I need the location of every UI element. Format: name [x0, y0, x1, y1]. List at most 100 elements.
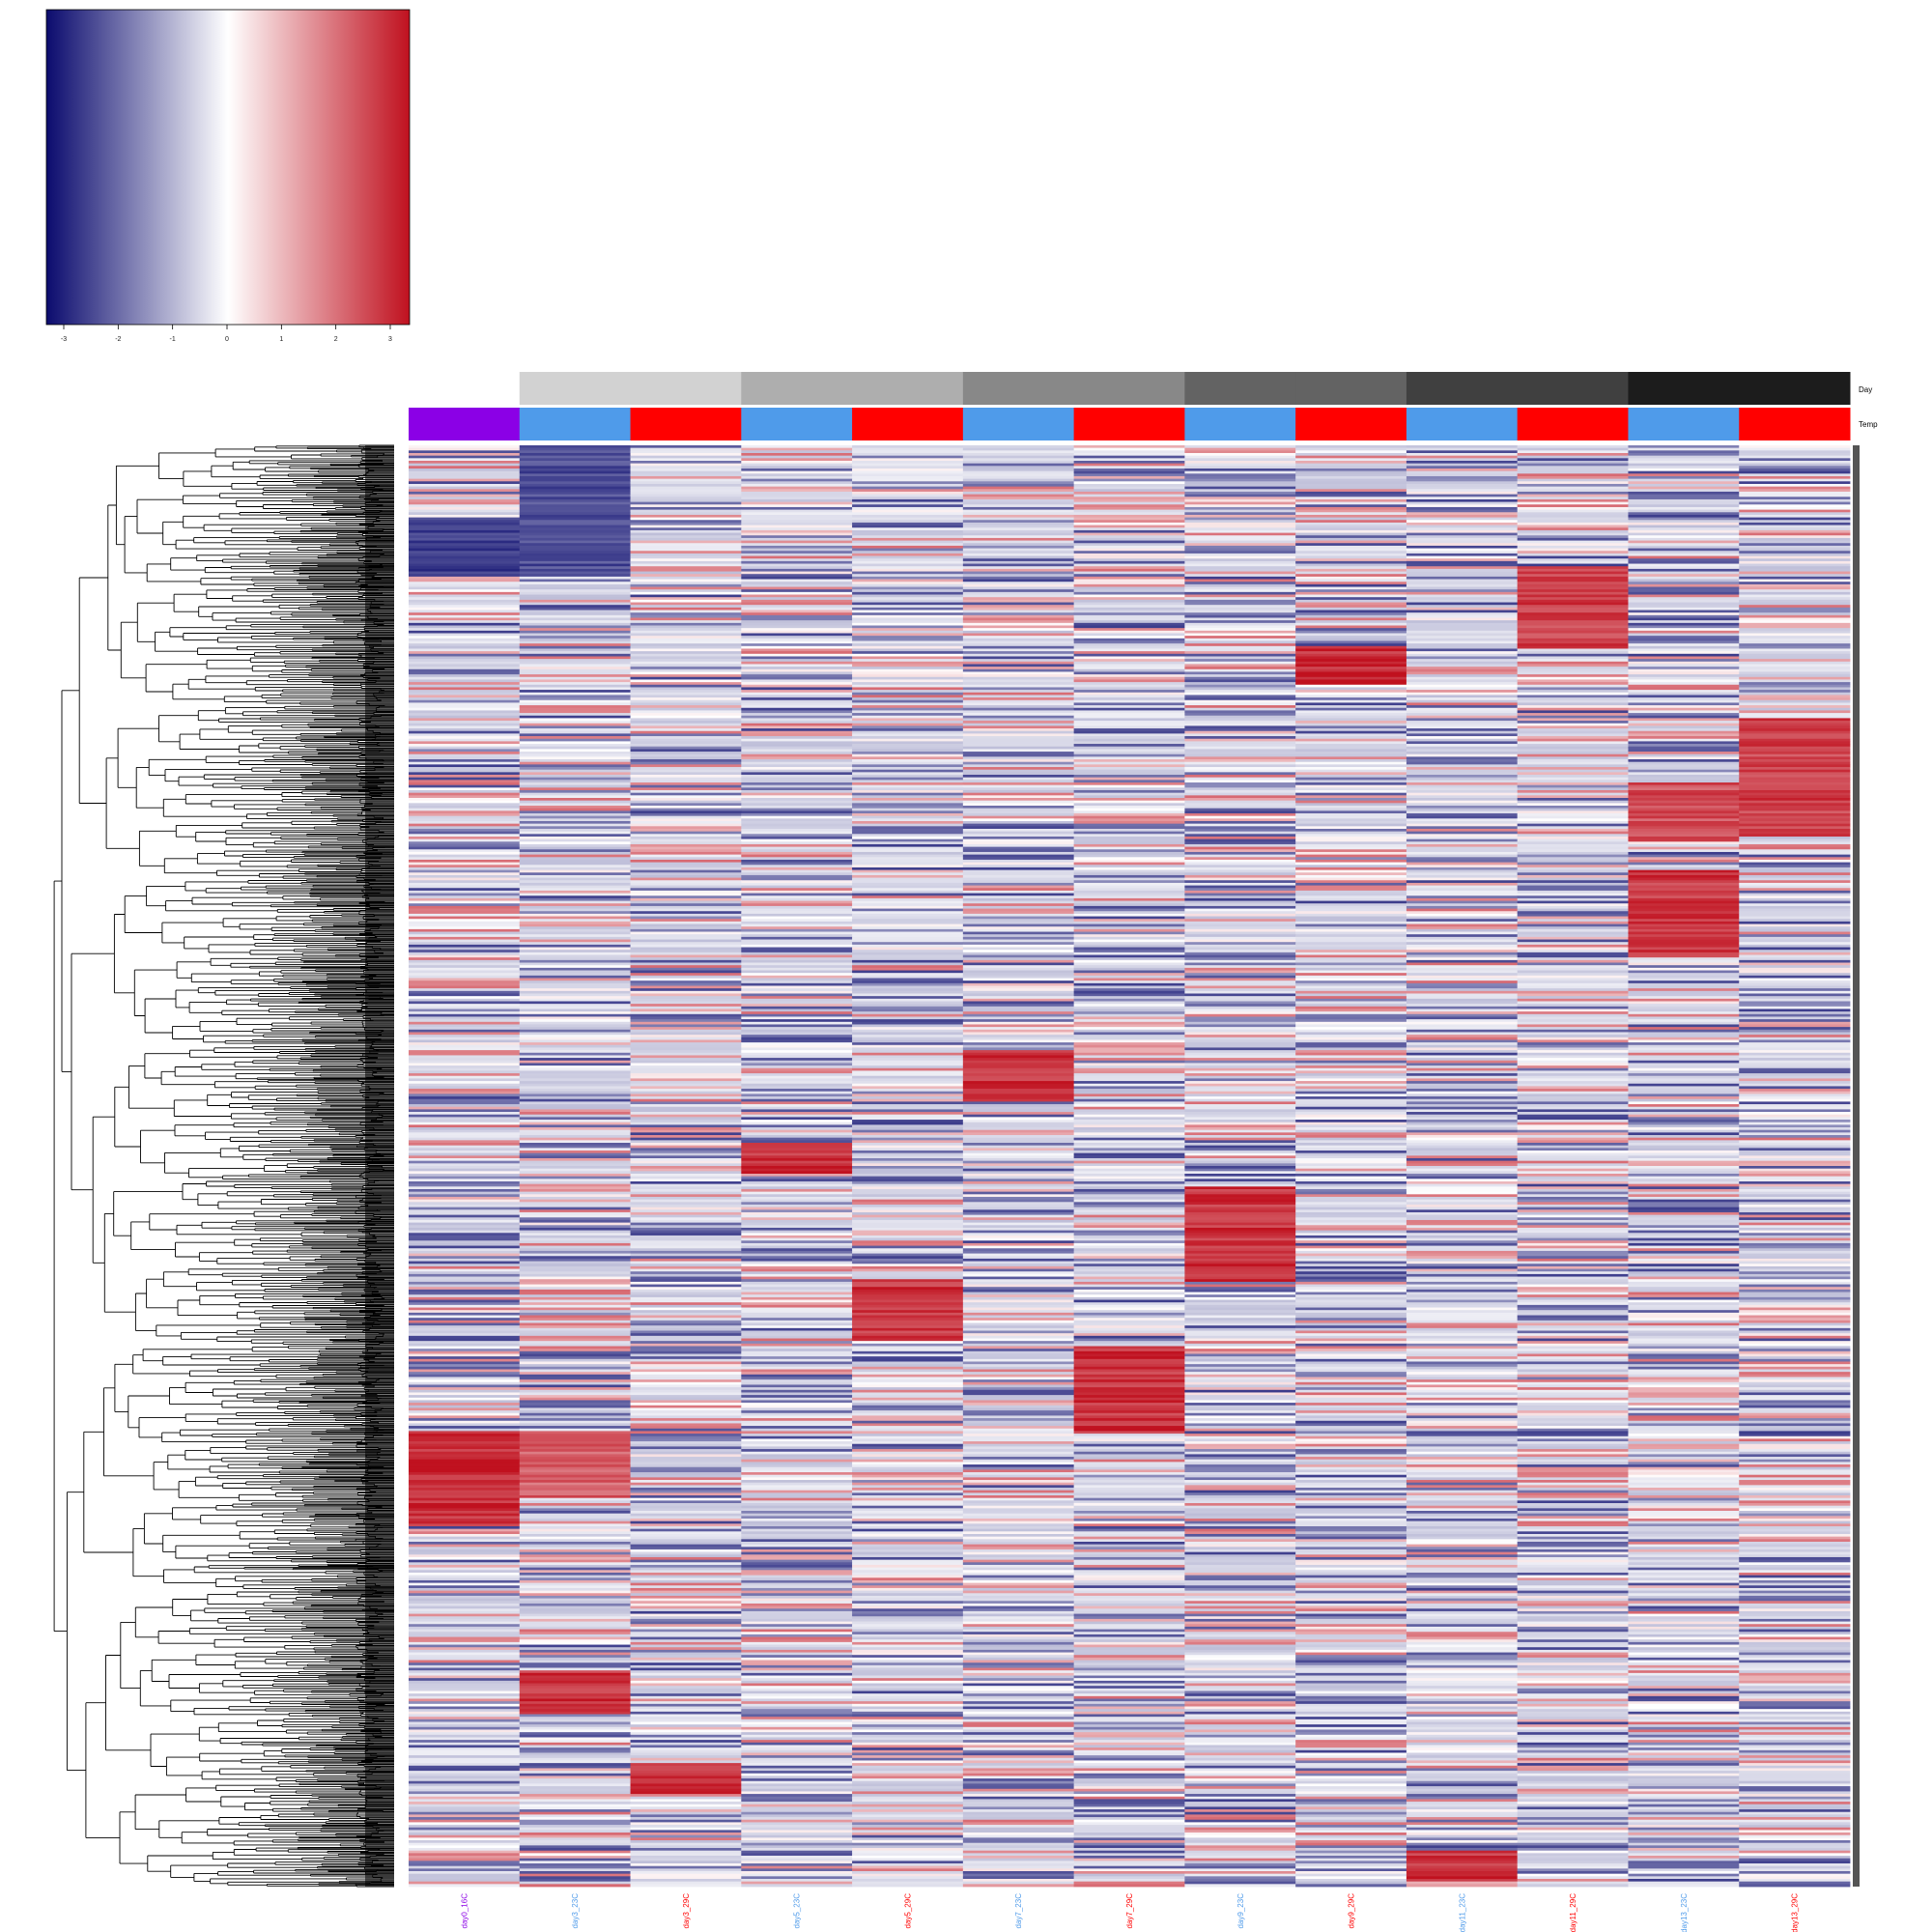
heatmap-cell: [852, 1296, 964, 1300]
heatmap-cell: [1628, 1377, 1740, 1380]
heatmap-cell: [409, 777, 521, 781]
heatmap-cell: [409, 874, 521, 878]
heatmap-cell: [630, 897, 742, 901]
heatmap-cell: [519, 973, 631, 977]
heatmap-cell: [962, 730, 1075, 734]
heatmap-cell: [630, 699, 742, 703]
heatmap-cell: [409, 1011, 521, 1015]
heatmap-cell: [1295, 857, 1407, 861]
heatmap-cell: [741, 1180, 853, 1185]
temp-annotation-name: Temp: [1859, 420, 1878, 429]
heatmap-cell: [630, 998, 742, 1002]
heatmap-cell: [1073, 936, 1185, 940]
heatmap-cell: [1073, 594, 1185, 598]
heatmap-cell: [741, 494, 853, 497]
heatmap-cell: [630, 923, 742, 927]
heatmap-cell: [1295, 514, 1407, 518]
heatmap-cell: [852, 1058, 964, 1062]
heatmap-cell: [1073, 1180, 1185, 1185]
heatmap-cell: [1184, 1004, 1296, 1008]
heatmap-cell: [409, 744, 521, 748]
heatmap-cell: [519, 674, 631, 678]
heatmap-cell: [852, 928, 964, 932]
heatmap-cell: [519, 753, 631, 757]
heatmap-cell: [852, 818, 964, 822]
heatmap-cell: [519, 928, 631, 932]
day-annotation-cell: [1184, 372, 1296, 405]
heatmap-cell: [1517, 509, 1629, 513]
heatmap-cell: [1073, 545, 1185, 549]
heatmap-cell: [409, 882, 521, 886]
heatmap-cell: [1184, 1096, 1296, 1100]
heatmap-cell: [1628, 1173, 1740, 1178]
heatmap-cell: [1184, 574, 1296, 578]
heatmap-cell: [741, 504, 853, 508]
heatmap-cell: [1739, 1112, 1851, 1116]
heatmap-cell: [1406, 1361, 1519, 1365]
heatmap-cell: [409, 764, 521, 768]
heatmap-cell: [962, 460, 1075, 465]
heatmap-cell: [1406, 1037, 1519, 1040]
heatmap-cell: [741, 1361, 853, 1365]
heatmap-cell: [630, 1160, 742, 1164]
heatmap-cell: [1739, 1194, 1851, 1198]
heatmap-cell: [519, 1287, 631, 1291]
heatmap-cell: [1295, 872, 1407, 876]
heatmap-cell: [1406, 820, 1519, 825]
heatmap-cell: [741, 1204, 853, 1208]
heatmap-cell: [852, 908, 964, 912]
heatmap-cell: [1739, 1353, 1851, 1357]
heatmap-cell: [1406, 1120, 1519, 1123]
heatmap-cell: [962, 661, 1075, 665]
heatmap-cell: [741, 1245, 853, 1249]
heatmap-cell: [962, 1070, 1075, 1074]
heatmap-cell: [519, 568, 631, 572]
heatmap-cell: [1406, 1168, 1519, 1172]
heatmap-cell: [409, 630, 521, 634]
heatmap-cell: [409, 628, 521, 632]
heatmap-cell: [409, 1160, 521, 1164]
heatmap-cell: [1739, 1407, 1851, 1411]
heatmap-cell: [409, 826, 521, 830]
heatmap-cell: [962, 944, 1075, 948]
heatmap-cell: [1406, 497, 1519, 500]
heatmap-cell: [852, 648, 964, 652]
heatmap-cell: [409, 1420, 521, 1424]
heatmap-cell: [1628, 803, 1740, 807]
heatmap-cell: [1295, 1129, 1407, 1133]
heatmap-cell: [1073, 911, 1185, 915]
heatmap-cell: [1184, 1120, 1296, 1123]
heatmap-cell: [1073, 1094, 1185, 1097]
heatmap-cell: [1073, 1089, 1185, 1093]
heatmap-cell: [1517, 1044, 1629, 1048]
heatmap-cell: [1406, 489, 1519, 493]
heatmap-cell: [1517, 1065, 1629, 1069]
heatmap-cell: [630, 582, 742, 585]
heatmap-cell: [962, 795, 1075, 799]
heatmap-cell: [962, 1412, 1075, 1416]
heatmap-cell: [1517, 1180, 1629, 1185]
heatmap-cell: [1073, 1039, 1185, 1043]
heatmap-cell: [409, 1166, 521, 1170]
heatmap-cell: [962, 1258, 1075, 1262]
heatmap-cell: [741, 1009, 853, 1012]
heatmap-cell: [962, 1148, 1075, 1151]
heatmap-cell: [630, 695, 742, 698]
heatmap-cell: [1628, 501, 1740, 505]
heatmap-cell: [852, 478, 964, 482]
heatmap-cell: [1517, 491, 1629, 496]
heatmap-cell: [1184, 1191, 1296, 1195]
heatmap-cell: [1517, 1122, 1629, 1125]
heatmap-cell: [741, 905, 853, 909]
heatmap-cell: [1739, 759, 1851, 763]
heatmap-cell: [1184, 1073, 1296, 1077]
heatmap-cell: [1295, 679, 1407, 683]
heatmap-cell: [1517, 638, 1629, 641]
color-key-tick-label: 2: [334, 336, 338, 343]
heatmap-cell: [1406, 617, 1519, 621]
heatmap-cell: [519, 1204, 631, 1208]
heatmap-cell: [1295, 810, 1407, 814]
heatmap-cell: [409, 520, 521, 524]
heatmap-cell: [1406, 1304, 1519, 1308]
heatmap-cell: [741, 923, 853, 927]
